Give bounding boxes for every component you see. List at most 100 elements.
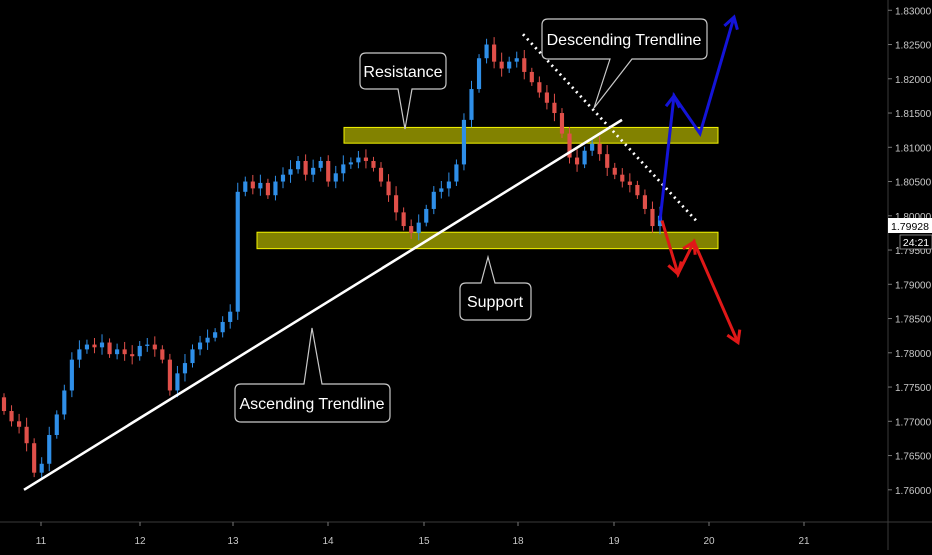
bullish-arrowhead <box>664 93 681 109</box>
candle-body <box>574 157 580 165</box>
time-tick-label: 20 <box>703 536 715 547</box>
candle-body <box>311 167 316 175</box>
descending-label: Descending Trendline <box>547 32 702 49</box>
candle-body <box>499 61 504 69</box>
candle-body <box>54 414 59 435</box>
bearish-arrowhead <box>682 239 697 255</box>
candle-body <box>115 349 120 355</box>
time-axis[interactable]: 11 12 13 14 15 18 19 20 21 <box>36 522 810 547</box>
candle-body <box>303 160 308 175</box>
candle-body <box>605 154 610 168</box>
descending-trendline <box>521 33 700 224</box>
candle-body <box>24 426 29 444</box>
candle-body <box>273 181 278 196</box>
candle-body <box>363 157 369 161</box>
candle-body <box>529 71 534 83</box>
countdown-box <box>899 234 932 250</box>
price-tick-label: 1.76500 <box>895 452 932 463</box>
candle-body <box>454 164 459 182</box>
candle-body <box>47 435 52 464</box>
candle-body <box>190 349 195 364</box>
candle-body <box>650 208 655 227</box>
time-tick-label: 13 <box>227 536 239 547</box>
time-tick-label: 19 <box>608 536 620 547</box>
candle-body <box>356 157 361 163</box>
candle-body <box>326 160 331 182</box>
candle-body <box>175 373 180 391</box>
candle-body <box>371 160 376 168</box>
time-tick-label: 18 <box>512 536 524 547</box>
candle-body <box>130 354 135 357</box>
candle-body <box>280 174 286 182</box>
bearish-arrowhead <box>667 261 683 277</box>
candle-body <box>446 181 451 189</box>
support-zone <box>256 231 719 250</box>
resistance-callout: Resistance <box>359 52 447 130</box>
candle-body <box>612 167 617 175</box>
candle-body <box>469 89 474 120</box>
candle-body <box>378 167 384 182</box>
resistance-label: Resistance <box>363 64 442 81</box>
support-callout: Support <box>459 254 532 321</box>
candle-body <box>84 344 90 350</box>
bullish-arrowhead-final <box>723 14 739 31</box>
candle-body <box>484 44 489 59</box>
candle-body <box>559 113 565 134</box>
candle-body <box>213 332 218 338</box>
candle-body <box>92 344 97 348</box>
candle-body <box>620 174 625 182</box>
price-axis[interactable]: 1.83000 1.82500 1.82000 1.81500 1.81000 1.805… <box>888 6 932 497</box>
candle-body <box>250 181 255 189</box>
candle-body <box>32 443 37 473</box>
ascending-trendline <box>23 118 623 491</box>
candle-body <box>657 215 663 227</box>
candle-body <box>167 359 172 391</box>
price-tick-label: 1.81500 <box>895 109 932 120</box>
candle-body <box>522 58 527 72</box>
candle-body <box>77 349 82 360</box>
candle-body <box>582 150 587 165</box>
candle-body <box>243 181 248 192</box>
candle-body <box>635 184 640 196</box>
candle-body <box>228 311 233 322</box>
candle-body <box>122 349 127 355</box>
price-tick-label: 1.77000 <box>895 417 932 428</box>
support-callout-box <box>459 254 532 321</box>
price-tick-label: 1.82000 <box>895 75 932 86</box>
price-tick-label: 1.79500 <box>895 246 932 257</box>
candle-body <box>39 463 44 473</box>
support-label: Support <box>467 294 524 311</box>
candle-body <box>9 411 14 422</box>
candle-body <box>137 345 142 357</box>
ascending-label: Ascending Trendline <box>240 396 385 413</box>
candle-body <box>160 349 165 360</box>
candle-body <box>386 181 391 196</box>
time-tick-label: 21 <box>798 536 810 547</box>
resistance-callout-box <box>359 52 447 130</box>
candle-body <box>552 102 557 114</box>
ascending-callout: Ascending Trendline <box>234 327 391 423</box>
current-price-marker: 1.79928 24:21 <box>888 218 932 250</box>
bullish-scenario-path <box>658 16 736 221</box>
price-tick-label: 1.78500 <box>895 315 932 326</box>
lines-layer <box>23 33 700 491</box>
candle-body <box>544 92 549 103</box>
candle-body <box>627 181 632 185</box>
candle-body <box>295 160 301 170</box>
candle-body <box>514 58 519 62</box>
candle-body <box>235 191 240 312</box>
ascending-callout-box <box>234 327 391 423</box>
candle-body <box>17 421 22 427</box>
candle-body <box>348 162 353 165</box>
candle-body <box>431 191 436 209</box>
price-tick-label: 1.80500 <box>895 178 932 189</box>
countdown-label: 24:21 <box>903 237 929 249</box>
candle-body <box>69 359 74 391</box>
candle-body <box>461 119 467 165</box>
candle-body <box>567 133 572 158</box>
candles-layer <box>1 37 663 479</box>
candle-body <box>265 182 270 196</box>
candle-body <box>507 61 512 69</box>
